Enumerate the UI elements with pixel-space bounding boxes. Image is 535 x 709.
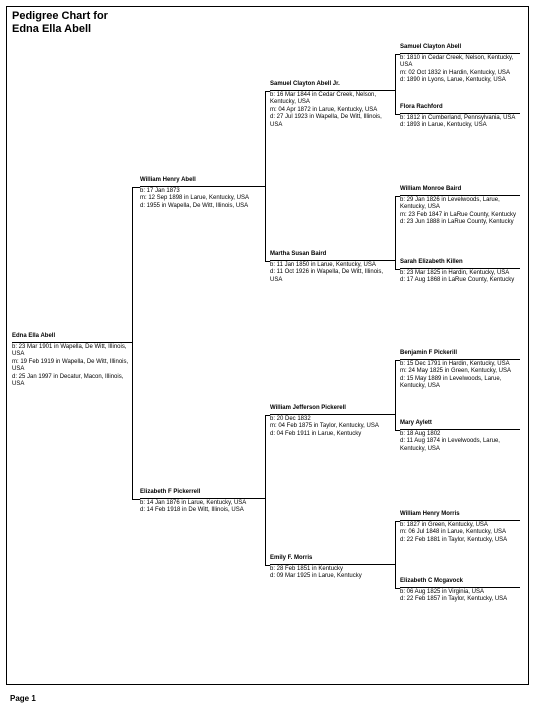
person-name: Benjamin F Pickerill: [400, 350, 520, 359]
person-name: William Monroe Baird: [400, 186, 520, 195]
person-mff: Benjamin F Pickerillb: 15 Dec 1791 in Ha…: [400, 350, 520, 391]
person-fm: Martha Susan Bairdb: 11 Jan 1850 in Laru…: [270, 251, 395, 284]
person-mf: William Jefferson Pickerellb: 20 Dec 183…: [270, 405, 395, 438]
person-name: Emily F. Morris: [270, 555, 395, 564]
person-name: William Jefferson Pickerell: [270, 405, 395, 414]
person-mfm: Mary Aylettb: 18 Aug 1802d: 11 Aug 1874 …: [400, 420, 520, 453]
person-name: Samuel Clayton Abell: [400, 44, 520, 53]
person-root: Edna Ella Abellb: 23 Mar 1901 in Wapella…: [12, 333, 132, 389]
person-name: Flora Rachford: [400, 104, 520, 113]
page-number: Page 1: [10, 694, 36, 703]
person-ffm: Flora Rachfordb: 1812 in Cumberland, Pen…: [400, 104, 520, 130]
person-ff: Samuel Clayton Abell Jr.b: 16 Mar 1844 i…: [270, 81, 395, 129]
person-facts: b: 1812 in Cumberland, Pennsylvania, USA…: [400, 114, 520, 130]
person-fmf: William Monroe Bairdb: 29 Jan 1826 in Le…: [400, 186, 520, 227]
title-line1: Pedigree Chart for: [12, 10, 108, 23]
person-facts: b: 11 Jan 1850 in Larue, Kentucky, USAd:…: [270, 261, 395, 285]
person-name: Mary Aylett: [400, 420, 520, 429]
person-name: Sarah Elizabeth Killen: [400, 259, 520, 268]
person-facts: b: 1810 in Cedar Creek, Nelson, Kentucky…: [400, 54, 520, 85]
person-facts: b: 23 Mar 1901 in Wapella, De Witt, Illi…: [12, 343, 132, 389]
person-facts: b: 06 Aug 1825 in Virginia, USAd: 22 Feb…: [400, 588, 520, 604]
person-fmm: Sarah Elizabeth Killenb: 23 Mar 1825 in …: [400, 259, 520, 285]
person-name: Elizabeth F Pickerrell: [140, 489, 265, 498]
person-name: Edna Ella Abell: [12, 333, 132, 342]
person-mmm: Elizabeth C Mcgavockb: 06 Aug 1825 in Vi…: [400, 578, 520, 604]
person-father: William Henry Abellb: 17 Jan 1873m: 12 S…: [140, 177, 265, 210]
person-mm: Emily F. Morrisb: 28 Feb 1851 in Kentuck…: [270, 555, 395, 581]
person-facts: b: 18 Aug 1802d: 11 Aug 1874 in Levelwoo…: [400, 430, 520, 454]
person-name: Elizabeth C Mcgavock: [400, 578, 520, 587]
person-facts: b: 28 Feb 1851 in Kentuckyd: 09 Mar 1925…: [270, 565, 395, 581]
person-mmf: William Henry Morrisb: 1827 in Green, Ke…: [400, 511, 520, 544]
person-fff: Samuel Clayton Abellb: 1810 in Cedar Cre…: [400, 44, 520, 85]
person-facts: b: 16 Mar 1844 in Cedar Creek, Nelson, K…: [270, 91, 395, 130]
person-name: Martha Susan Baird: [270, 251, 395, 260]
person-facts: b: 14 Jan 1876 in Larue, Kentucky, USAd:…: [140, 499, 265, 515]
chart-title: Pedigree Chart for Edna Ella Abell: [12, 10, 108, 36]
person-facts: b: 17 Jan 1873m: 12 Sep 1898 in Larue, K…: [140, 187, 265, 211]
person-facts: b: 15 Dec 1791 in Hardin, Kentucky, USAm…: [400, 360, 520, 391]
person-mother: Elizabeth F Pickerrellb: 14 Jan 1876 in …: [140, 489, 265, 515]
person-facts: b: 20 Dec 1832m: 04 Feb 1875 in Taylor, …: [270, 415, 395, 439]
person-facts: b: 29 Jan 1826 in Levelwoods, Larue, Ken…: [400, 196, 520, 227]
person-name: Samuel Clayton Abell Jr.: [270, 81, 395, 90]
title-line2: Edna Ella Abell: [12, 23, 108, 36]
person-facts: b: 23 Mar 1825 in Hardin, Kentucky, USAd…: [400, 269, 520, 285]
person-name: William Henry Abell: [140, 177, 265, 186]
person-facts: b: 1827 in Green, Kentucky, USAm: 06 Jul…: [400, 521, 520, 545]
person-name: William Henry Morris: [400, 511, 520, 520]
